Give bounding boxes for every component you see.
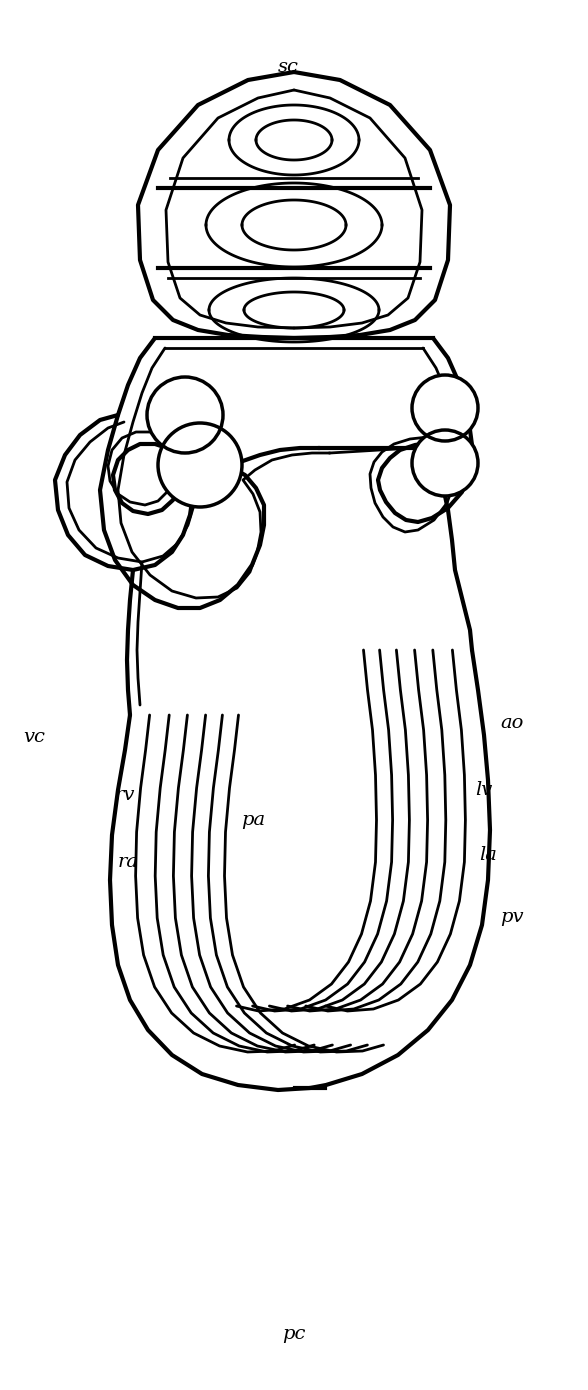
Text: pc: pc: [282, 1326, 306, 1343]
Text: ra: ra: [118, 853, 139, 870]
Circle shape: [412, 375, 478, 441]
Text: lv: lv: [475, 781, 492, 798]
Circle shape: [158, 423, 242, 507]
Text: vc: vc: [23, 728, 45, 745]
Circle shape: [412, 430, 478, 496]
Text: rv: rv: [115, 787, 135, 803]
Circle shape: [147, 377, 223, 453]
Text: sc: sc: [278, 58, 299, 75]
Text: pa: pa: [240, 812, 265, 828]
Text: pv: pv: [500, 909, 523, 926]
Text: ao: ao: [500, 714, 523, 731]
Text: la: la: [479, 847, 497, 863]
